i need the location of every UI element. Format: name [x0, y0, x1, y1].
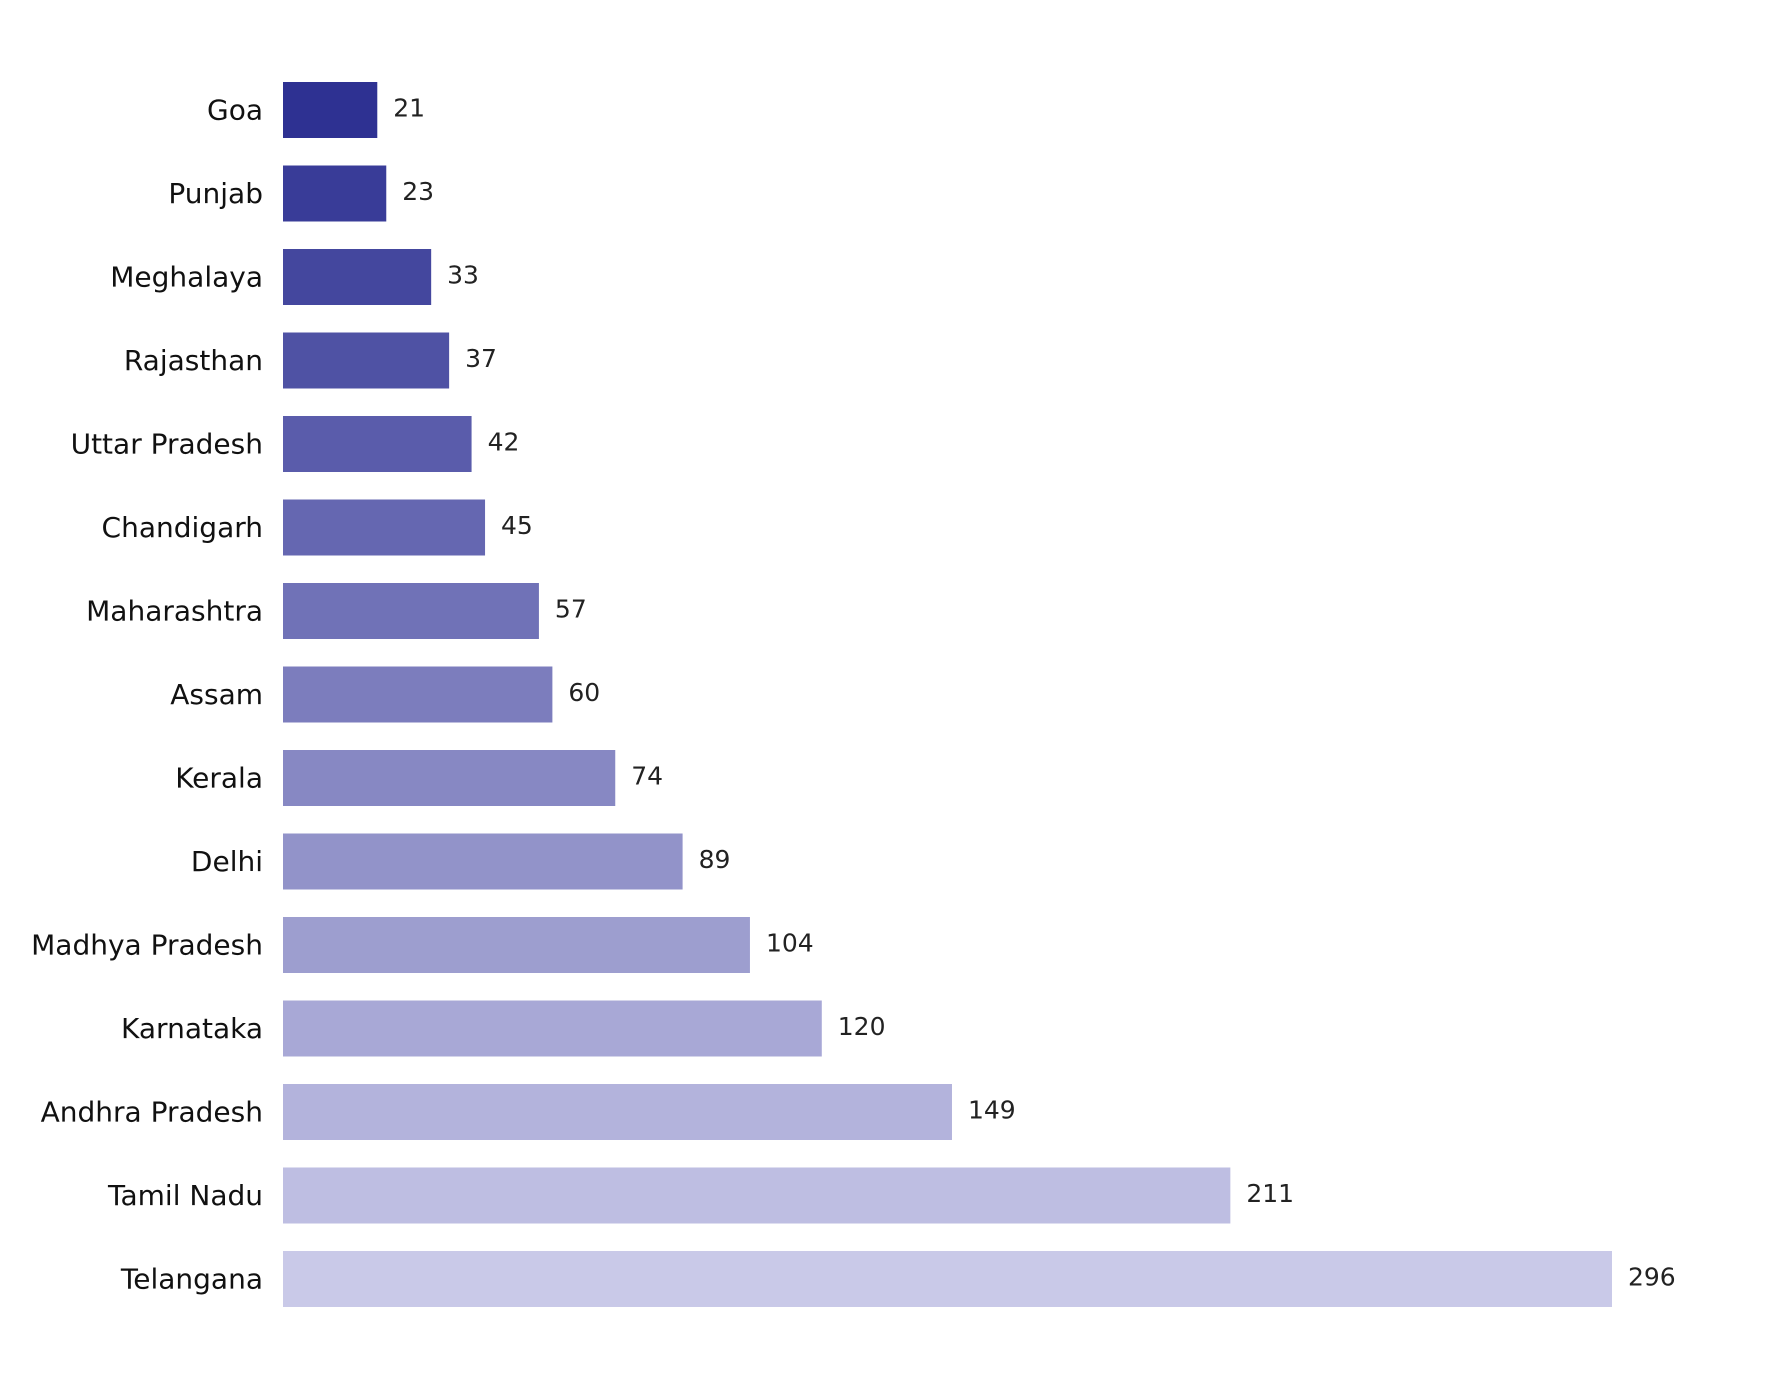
category-label: Chandigarh	[102, 511, 263, 544]
value-label: 21	[393, 94, 425, 123]
value-label: 23	[402, 177, 434, 206]
category-label: Tamil Nadu	[107, 1179, 263, 1212]
bar-madhya-pradesh	[283, 917, 750, 973]
value-label: 45	[501, 511, 533, 540]
category-label: Madhya Pradesh	[31, 929, 263, 962]
bar-maharashtra	[283, 583, 539, 639]
bar-uttar-pradesh	[283, 416, 472, 472]
category-label: Punjab	[168, 177, 263, 210]
value-label: 42	[488, 428, 520, 457]
bar-punjab	[283, 165, 387, 222]
category-label: Andhra Pradesh	[41, 1096, 263, 1129]
bar-andhra-pradesh	[283, 1084, 952, 1140]
value-label: 60	[568, 678, 600, 707]
category-label: Karnataka	[121, 1012, 263, 1045]
value-label: 89	[699, 845, 731, 874]
bar-karnataka	[283, 1000, 822, 1057]
bar-goa	[283, 82, 378, 138]
category-label: Rajasthan	[124, 344, 263, 377]
category-label: Telangana	[120, 1263, 263, 1296]
value-label: 296	[1628, 1263, 1676, 1292]
category-label: Kerala	[175, 762, 263, 795]
value-label: 37	[465, 344, 497, 373]
category-label: Maharashtra	[86, 595, 263, 628]
value-label: 33	[447, 261, 479, 290]
value-labels: 21 23 33 37 42 45 57 60 74 89 104 120 149 211 296	[393, 94, 1675, 1292]
category-label: Uttar Pradesh	[71, 428, 263, 461]
bars-group	[283, 82, 1612, 1307]
category-labels: Goa Punjab Meghalaya Rajasthan Uttar Pradesh…	[31, 94, 263, 1296]
bar-kerala	[283, 750, 616, 806]
value-label: 149	[968, 1096, 1016, 1125]
bar-telangana	[283, 1251, 1612, 1307]
value-label: 120	[838, 1012, 886, 1041]
bar-meghalaya	[283, 249, 432, 305]
category-label: Assam	[170, 678, 263, 711]
category-label: Meghalaya	[110, 261, 263, 294]
bar-tamil-nadu	[283, 1167, 1231, 1224]
value-label: 211	[1246, 1179, 1294, 1208]
value-label: 57	[555, 595, 587, 624]
category-label: Delhi	[191, 845, 263, 878]
bar-chandigarh	[283, 499, 486, 556]
value-label: 104	[766, 929, 814, 958]
bar-rajasthan	[283, 332, 450, 389]
category-label: Goa	[207, 94, 263, 127]
value-label: 74	[631, 762, 663, 791]
bar-assam	[283, 666, 553, 723]
bar-delhi	[283, 833, 683, 890]
